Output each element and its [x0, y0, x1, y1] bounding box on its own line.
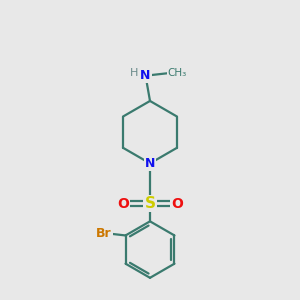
Text: CH₃: CH₃	[167, 68, 187, 78]
Text: N: N	[140, 69, 151, 82]
Text: N: N	[145, 157, 155, 170]
Text: O: O	[117, 196, 129, 211]
Text: S: S	[145, 196, 155, 211]
Text: O: O	[171, 196, 183, 211]
Text: Br: Br	[96, 227, 112, 241]
Text: H: H	[130, 68, 138, 78]
